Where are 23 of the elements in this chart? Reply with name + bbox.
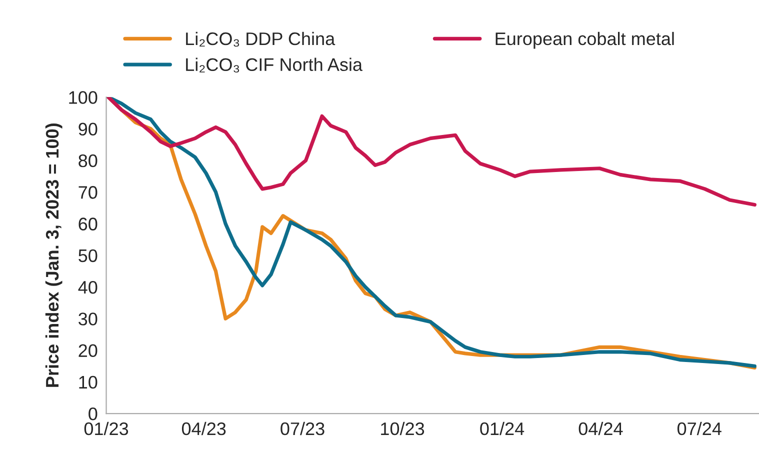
y-axis-title: Price index (Jan. 3, 2023 = 100) <box>45 124 62 387</box>
y-tick-label: 0 <box>88 408 98 420</box>
y-tick-label: 80 <box>78 154 98 168</box>
x-tick-label: 01/24 <box>480 422 524 436</box>
y-tick-label: 100 <box>69 91 98 104</box>
legend-label: Li₂CO₃ CIF North Asia <box>186 58 363 72</box>
x-tick-label: 04/24 <box>578 422 623 436</box>
legend-label: Li₂CO₃ DDP China <box>186 32 336 47</box>
y-tick-label: 70 <box>78 186 98 199</box>
y-tick-label: 60 <box>78 218 98 230</box>
x-tick-label: 04/23 <box>182 422 226 436</box>
y-tick-label: 30 <box>78 312 98 326</box>
x-tick-label: 01/23 <box>84 422 128 436</box>
y-tick-label: 90 <box>78 122 98 136</box>
x-tick-label: 10/23 <box>381 422 424 436</box>
y-tick-label: 40 <box>78 280 98 294</box>
y-tick-label: 10 <box>79 376 98 389</box>
y-tick-label: 50 <box>78 249 98 262</box>
x-tick-label: 07/23 <box>280 422 324 436</box>
line-series <box>106 97 756 207</box>
x-tick-label: 07/24 <box>677 422 722 436</box>
legend-label: European cobalt metal <box>496 32 674 49</box>
y-tick-label: 20 <box>78 344 98 358</box>
